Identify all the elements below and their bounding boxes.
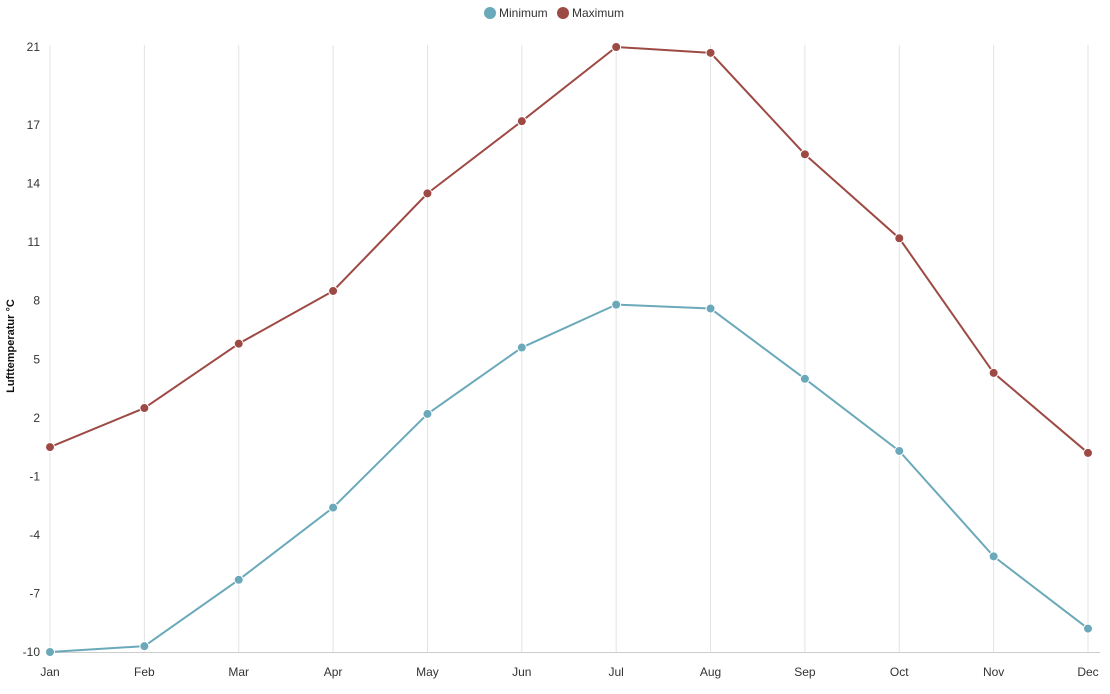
data-point-minimum[interactable] [1083, 623, 1093, 634]
data-point-minimum[interactable] [516, 342, 527, 353]
x-tick-label: Jul [609, 665, 624, 679]
y-tick-label: 11 [28, 235, 41, 249]
x-tick-label: Apr [324, 665, 343, 679]
data-point-minimum[interactable] [233, 574, 244, 585]
data-point-minimum[interactable] [611, 299, 622, 310]
data-point-minimum[interactable] [139, 641, 150, 652]
x-tick-label: Jan [40, 665, 59, 679]
series-line-maximum [49, 46, 1089, 454]
y-axis-title: Lufttemperatur °C [5, 299, 17, 393]
x-tick-label: Mar [228, 665, 249, 679]
data-point-maximum[interactable] [611, 42, 622, 52]
legend-item-minimum[interactable]: Minimum [484, 6, 548, 20]
data-point-maximum[interactable] [139, 403, 150, 414]
y-tick-label: 8 [33, 294, 40, 308]
y-tick-label: -7 [29, 586, 40, 600]
x-tick-label: Sep [794, 665, 816, 679]
data-point-maximum[interactable] [799, 149, 810, 160]
legend[interactable]: Minimum Maximum [484, 6, 624, 20]
legend-label: Minimum [499, 6, 548, 20]
data-point-minimum[interactable] [988, 551, 999, 562]
axis-layer: Jan Feb Mar Apr May Jun Jul Aug Sep Oct Nov Dec 21 17… [23, 40, 1100, 679]
data-point-maximum[interactable] [705, 47, 716, 58]
legend-marker [484, 7, 496, 19]
y-tick-label: -1 [29, 469, 40, 483]
x-tick-label: Nov [983, 665, 1004, 679]
y-tick-label: -4 [29, 528, 40, 542]
y-tick-label: 17 [27, 118, 41, 132]
y-tick-label: 5 [33, 352, 40, 366]
data-point-maximum[interactable] [45, 442, 55, 453]
data-point-maximum[interactable] [516, 116, 527, 127]
data-point-maximum[interactable] [988, 367, 999, 378]
x-tick-label: Oct [890, 665, 909, 679]
x-tick-label: Jun [512, 665, 531, 679]
x-tick-label: Dec [1077, 665, 1098, 679]
data-point-minimum[interactable] [422, 408, 433, 419]
data-point-maximum[interactable] [233, 338, 244, 349]
y-tick-label: 2 [33, 411, 40, 425]
data-point-maximum[interactable] [328, 285, 339, 296]
data-point-maximum[interactable] [1083, 447, 1093, 458]
x-tick-label: Aug [700, 665, 721, 679]
legend-marker [557, 7, 569, 19]
x-tick-label: Feb [134, 665, 155, 679]
data-point-minimum[interactable] [45, 647, 55, 657]
data-point-minimum[interactable] [894, 445, 905, 456]
data-point-minimum[interactable] [705, 303, 716, 314]
series-line-minimum [49, 303, 1089, 653]
y-tick-label: 14 [27, 177, 41, 191]
series-layer [45, 42, 1093, 657]
data-point-minimum[interactable] [799, 373, 810, 384]
y-tick-label: 21 [27, 40, 41, 54]
legend-item-maximum[interactable]: Maximum [557, 6, 624, 20]
data-point-maximum[interactable] [894, 233, 905, 244]
legend-label: Maximum [572, 6, 624, 20]
data-point-minimum[interactable] [328, 502, 339, 513]
data-point-maximum[interactable] [422, 188, 433, 199]
y-tick-label: -10 [23, 645, 41, 659]
x-tick-label: May [416, 665, 439, 679]
grid-layer [49, 45, 1089, 652]
